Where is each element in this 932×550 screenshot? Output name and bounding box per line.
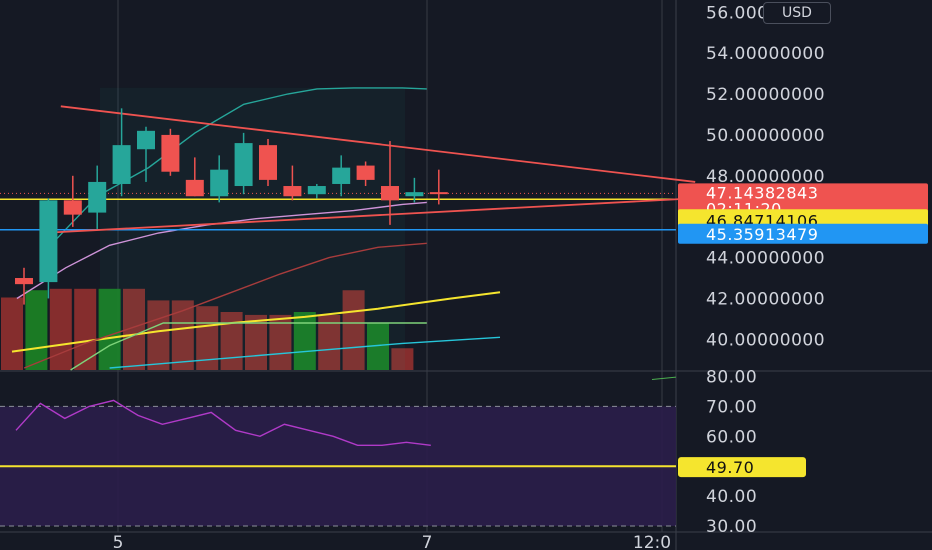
rsi-tick-label: 30.00: [706, 517, 757, 537]
candle-body: [63, 200, 82, 215]
candles[interactable]: [15, 108, 448, 305]
price-tick-label: 40.00000000: [706, 330, 825, 350]
candle-body: [283, 186, 302, 197]
rsi-tick-label: 60.00: [706, 427, 757, 447]
rsi-line: [15, 376, 677, 446]
volume-bar: [293, 312, 316, 370]
last-price-tag: [678, 183, 928, 218]
volume-bar: [318, 314, 341, 370]
candle: [381, 141, 399, 225]
volume-bar: [269, 314, 292, 370]
candle: [137, 126, 155, 182]
candle-body: [405, 192, 424, 197]
blue-level-tag: [678, 223, 928, 244]
candle: [234, 132, 253, 195]
candle-body: [88, 181, 107, 213]
candle: [307, 183, 326, 199]
candle: [161, 128, 180, 176]
rsi-tick-label: 80.00: [706, 367, 757, 387]
volume-bar: [49, 288, 72, 370]
candle-body: [210, 169, 229, 197]
price-tick-label: 50.00000000: [706, 126, 825, 146]
candle-body: [15, 278, 33, 285]
volume-bar: [147, 300, 170, 370]
candle-body: [259, 145, 277, 180]
time-label: 7: [422, 533, 433, 550]
currency-button[interactable]: USD: [763, 2, 831, 24]
candle: [283, 165, 302, 201]
candle: [112, 108, 131, 197]
price-tick-label: 44.00000000: [706, 249, 825, 269]
candle: [185, 157, 204, 197]
volume-bar: [74, 288, 97, 370]
rsi-tick-label: 70.00: [706, 397, 757, 417]
candle: [210, 155, 229, 203]
candle-body: [185, 179, 204, 197]
candle: [429, 169, 448, 205]
candle: [15, 267, 33, 305]
volume-bar: [220, 312, 243, 370]
axes[interactable]: 56.0000000054.0000000052.0000000050.0000…: [113, 3, 928, 550]
volume-bar: [1, 297, 23, 370]
trendline: [60, 105, 696, 183]
moving-average-line: [16, 201, 427, 300]
candle-body: [161, 134, 180, 172]
candle: [39, 198, 58, 299]
candle-body: [332, 167, 351, 184]
candle: [259, 139, 277, 187]
rsi-path: [15, 399, 431, 446]
trendlines[interactable]: [41, 105, 696, 234]
rsi-tick-label: 40.00: [706, 487, 757, 507]
moving-average-line: [23, 242, 427, 369]
candle: [88, 165, 107, 229]
time-label: 5: [113, 533, 124, 550]
price-tick-label: 42.00000000: [706, 289, 825, 309]
candle-body: [234, 143, 253, 187]
rsi-tail: [651, 376, 677, 380]
price-tick-label: 54.00000000: [706, 44, 825, 64]
rsi-value: 49.70: [706, 458, 754, 477]
price-tick-label: 48.00000000: [706, 167, 825, 187]
candle: [63, 175, 82, 227]
candle-body: [429, 192, 448, 195]
candle-body: [307, 186, 326, 195]
candle-body: [356, 165, 375, 180]
candle-body: [39, 200, 58, 283]
volume-bars: [1, 288, 414, 370]
candle-body: [381, 186, 399, 201]
rsi-value-tag: [678, 457, 806, 478]
candle: [356, 161, 375, 187]
last-price-value: 47.14382843: [706, 183, 818, 202]
volume-bar: [391, 348, 414, 370]
price-tick-label: 52.00000000: [706, 85, 825, 105]
candle: [332, 155, 351, 197]
volume-bar: [196, 306, 219, 370]
candle-body: [112, 145, 131, 184]
time-label: 12:0: [633, 533, 671, 550]
volume-bar: [171, 300, 194, 370]
volume-bar: [123, 288, 145, 370]
moving-average-line: [109, 336, 501, 369]
volume-bar: [367, 323, 389, 370]
volume-bar: [25, 290, 48, 370]
rsi-band: [0, 405, 676, 527]
trendline: [41, 197, 696, 234]
candle: [405, 177, 424, 203]
candle-body: [137, 130, 155, 150]
blue-level-value: 45.35913479: [706, 225, 818, 244]
moving-average-line: [70, 322, 427, 371]
